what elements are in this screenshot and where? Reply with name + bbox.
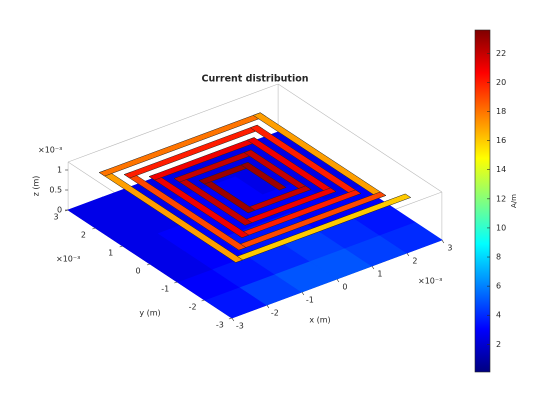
x-axis-label: x (m) (309, 316, 330, 325)
x-tick (231, 317, 235, 322)
y-tick (92, 227, 96, 230)
chart-title: Current distribution (201, 74, 308, 85)
z-axis-label: z (m) (32, 176, 41, 197)
y-tick-label: -3 (216, 321, 224, 330)
x-tick (441, 239, 445, 244)
y-tick-label: -1 (161, 285, 169, 294)
y-exponent: ×10⁻³ (56, 255, 80, 264)
colorbar-tick-label: 12 (496, 194, 506, 203)
y-tick (201, 299, 205, 302)
x-tick (406, 252, 410, 257)
colorbar-tick-label: 18 (496, 107, 506, 116)
x-tick (266, 304, 270, 309)
y-tick (228, 317, 232, 320)
y-tick-label: 3 (54, 213, 59, 222)
x-tick-label: -1 (306, 296, 314, 305)
colorbar-tick-label: 2 (496, 340, 501, 349)
x-tick-label: -3 (236, 322, 244, 331)
colorbar-tick-label: 20 (496, 78, 506, 87)
colorbar-tick-label: 6 (496, 282, 501, 291)
y-axis-label: y (m) (139, 309, 160, 318)
z-tick-label: 0.5 (49, 186, 62, 195)
z-exponent: ×10⁻³ (38, 146, 62, 155)
x-tick-label: 0 (342, 283, 347, 292)
z-tick-label: 0 (57, 206, 62, 215)
colorbar-tick-label: 8 (496, 253, 501, 262)
colorbar (474, 29, 491, 373)
y-tick-label: 1 (108, 249, 113, 258)
axis-box-edge (277, 83, 443, 193)
axis-box-edge (67, 83, 279, 163)
x-tick (371, 265, 375, 270)
x-tick-label: 3 (447, 244, 452, 253)
x-tick-label: -2 (271, 309, 279, 318)
colorbar-tick-label: 16 (496, 136, 506, 145)
x-tick-label: 1 (377, 270, 382, 279)
colorbar-tick-label: 10 (496, 223, 506, 232)
z-tick-label: 1 (57, 166, 62, 175)
colorbar-tick-label: 22 (496, 49, 506, 58)
y-tick (119, 245, 123, 248)
y-tick (174, 281, 178, 284)
x-exponent: ×10⁻³ (418, 277, 442, 286)
y-tick-label: -2 (189, 303, 197, 312)
y-tick-label: 0 (135, 267, 140, 276)
y-tick (146, 263, 151, 266)
spiral-segment (240, 162, 287, 191)
x-tick-label: 2 (412, 257, 417, 266)
x-tick (301, 291, 305, 296)
colorbar-label: A/m (510, 194, 518, 208)
x-tick (336, 278, 340, 283)
colorbar-tick-label: 4 (496, 311, 501, 320)
y-tick-label: 2 (81, 231, 86, 240)
colorbar-tick-label: 14 (496, 165, 506, 174)
